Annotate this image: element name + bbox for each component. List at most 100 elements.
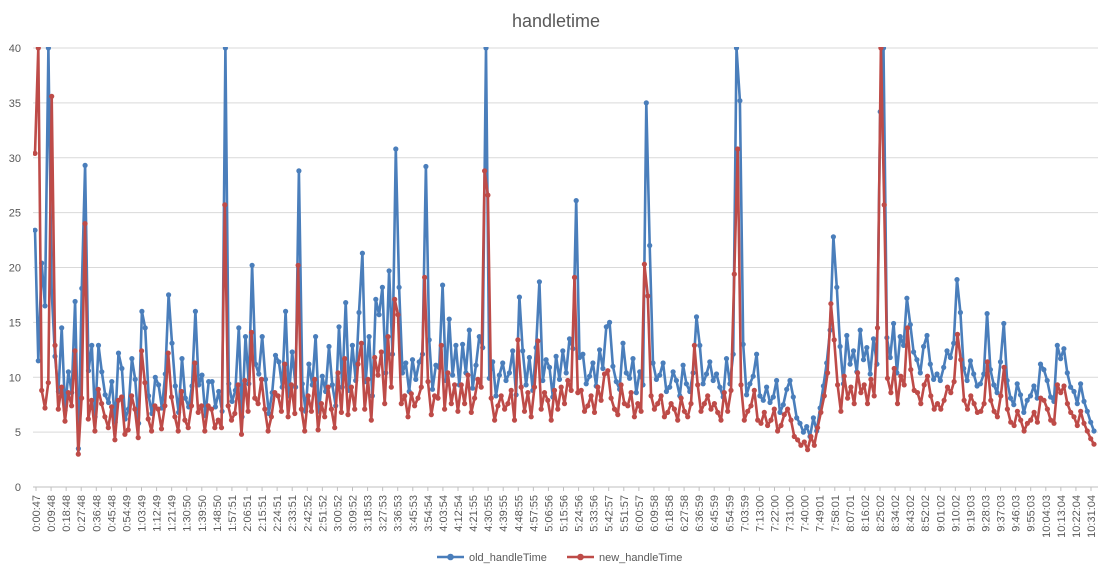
data-point [941,397,947,403]
data-point [500,360,506,366]
data-point [977,381,984,387]
data-point [927,361,933,367]
x-tick-label: 5:33:56 [589,495,601,532]
data-point [65,390,71,396]
data-point [288,382,294,388]
data-point [356,309,362,316]
data-point [1041,397,1047,403]
data-point [864,401,871,407]
data-point [498,393,504,399]
data-point [660,360,666,366]
data-point [315,427,321,433]
data-point [556,376,563,382]
data-point [1088,436,1094,442]
data-point [830,234,837,240]
data-point [115,397,121,403]
data-point [105,399,112,406]
data-point [382,401,388,407]
data-point [871,393,877,399]
data-point [59,325,65,331]
x-tick-label: 2:15:51 [257,495,269,532]
data-point [1058,390,1064,396]
data-point [1091,441,1097,447]
data-point [825,370,831,376]
x-tick-label: 9:19:03 [965,495,977,532]
data-point [89,397,95,403]
data-point [754,351,760,357]
x-tick-label: 0:00:47 [31,495,43,532]
data-point [225,403,231,409]
data-point [119,365,125,372]
data-point [262,406,268,412]
data-point [192,360,198,366]
x-tick-label: 7:31:00 [785,495,797,532]
data-point [698,408,704,414]
data-point [132,406,138,412]
data-point [707,359,713,365]
x-tick-label: 4:48:55 [513,495,525,532]
data-point [597,347,603,353]
data-point [352,406,358,412]
data-point [376,312,382,318]
data-point [998,393,1004,399]
data-point [222,202,228,208]
data-point [765,422,771,429]
data-point [510,348,516,354]
data-point [668,401,674,407]
data-point [576,354,583,361]
x-tick-label: 5:42:57 [604,495,616,532]
data-point [771,406,777,412]
data-point [135,435,141,441]
data-point [182,417,188,423]
data-point [798,442,804,448]
data-point [42,405,48,411]
data-point [891,320,897,327]
data-point [908,367,914,373]
x-tick-label: 7:49:01 [815,495,827,532]
data-point [735,146,741,152]
data-point [115,350,122,356]
data-point [453,342,459,348]
x-axis: 0:00:47 0:09:48 0:18:48 0:27:48 0:36:48 0:45:… [31,487,1098,538]
data-point [302,428,308,434]
data-point [688,401,694,407]
data-point [848,384,854,390]
data-point [188,403,195,409]
data-point [815,425,821,431]
data-point [488,395,494,401]
data-point [591,409,598,415]
data-point [72,348,78,354]
data-point [571,274,578,280]
data-point [476,334,482,340]
data-point [155,406,161,412]
data-point [888,390,894,396]
data-point [373,296,379,302]
x-tick-label: 7:03:59 [739,495,751,532]
data-point [199,372,205,378]
data-point [805,447,811,453]
data-point [1021,409,1027,415]
x-tick-label: 7:40:00 [800,495,812,532]
data-point [158,426,165,432]
data-point [229,398,235,404]
data-point [212,425,218,431]
data-point [511,417,518,423]
x-tick-label: 9:46:03 [1011,495,1023,532]
data-point [818,409,824,415]
data-point [422,274,428,280]
data-point [528,414,534,420]
data-point [788,417,794,423]
data-point [703,371,710,377]
data-point [89,342,95,348]
data-point [215,417,221,423]
data-point [1091,428,1097,434]
data-point [1001,364,1007,370]
data-point [1024,397,1030,403]
x-tick-label: 6:45:59 [709,495,721,532]
data-point [795,437,801,443]
data-point [944,348,950,354]
x-tick-label: 7:58:01 [830,495,842,532]
data-point [1071,414,1077,420]
data-point [680,362,686,368]
data-point [667,384,673,390]
